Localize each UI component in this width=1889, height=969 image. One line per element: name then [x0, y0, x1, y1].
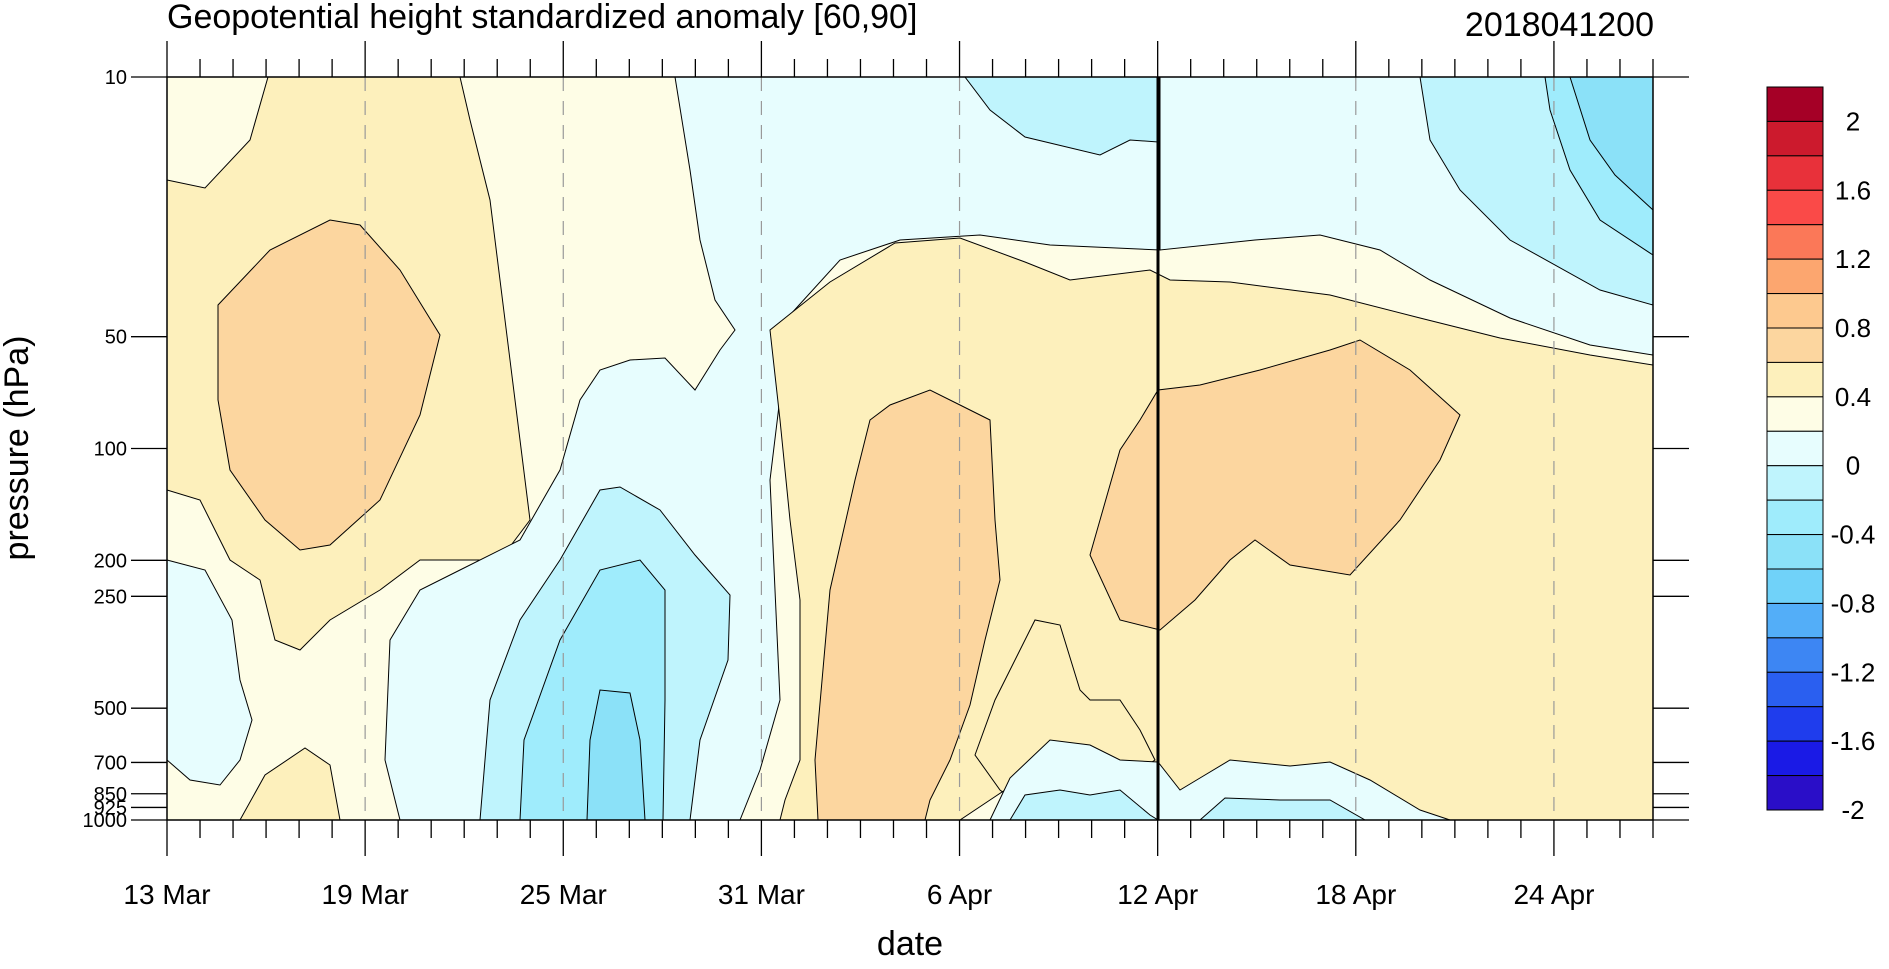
y-tick-label: 500: [94, 698, 127, 720]
x-tick-label: 6 Apr: [927, 879, 992, 910]
contour-region-orange-left: [217, 219, 441, 551]
plot-area: [166, 76, 1654, 821]
colorbar-cell: [1766, 602, 1824, 639]
colorbar-cell: [1766, 86, 1824, 122]
colorbar-cell: [1766, 430, 1824, 467]
x-tick-label: 13 Mar: [123, 879, 210, 910]
colorbar: 2 1.6 1.2 0.8 0.4 0 -0.4 -0.8 -1.2 -1.6 -2: [1766, 86, 1876, 825]
colorbar-cell: [1766, 224, 1824, 260]
y-tick-label: 1000: [83, 810, 128, 832]
contour-fills: [166, 76, 1654, 821]
x-tick-label: 31 Mar: [718, 879, 805, 910]
colorbar-cell: [1766, 775, 1824, 811]
y-tick-label: 200: [94, 550, 127, 572]
chart-subtitle-right: 2018041200: [1465, 6, 1654, 44]
colorbar-cell: [1766, 120, 1824, 157]
colorbar-cell: [1766, 740, 1824, 777]
x-tick-label: 25 Mar: [520, 879, 607, 910]
colorbar-label: 0.4: [1835, 382, 1871, 412]
colorbar-cell: [1766, 189, 1824, 226]
colorbar-cell: [1766, 534, 1824, 570]
colorbar-cell: [1766, 361, 1824, 398]
grid-lines: [364, 77, 1555, 820]
contour-region-orange-center: [814, 389, 1001, 821]
colorbar-label: 1.2: [1835, 244, 1871, 274]
colorbar-cell: [1766, 465, 1824, 501]
colorbar-cell: [1766, 637, 1824, 673]
chart-title: Geopotential height standardized anomaly…: [167, 0, 917, 36]
y-tick-label: 700: [94, 752, 127, 774]
y-tick-label: 250: [94, 586, 127, 608]
contour-region-cool-left: [166, 559, 253, 786]
colorbar-cell: [1766, 293, 1824, 329]
colorbar-cell: [1766, 396, 1824, 432]
contour-region-orange-right: [1089, 339, 1461, 631]
colorbar-label: -0.4: [1831, 520, 1876, 550]
colorbar-label: 1.6: [1835, 175, 1871, 205]
y-axis-label: pressure (hPa): [0, 336, 36, 561]
colorbar-cell: [1766, 155, 1824, 191]
colorbar-label: 0.8: [1835, 313, 1871, 343]
x-tick-label: 18 Apr: [1315, 879, 1396, 910]
colorbar-label: -0.8: [1831, 588, 1876, 618]
colorbar-cell: [1766, 568, 1824, 604]
y-tick-label: 100: [94, 439, 127, 461]
colorbar-cell: [1766, 258, 1824, 295]
y-tick-label: 10: [105, 67, 127, 89]
x-tick-label: 12 Apr: [1117, 879, 1198, 910]
colorbar-label: 2: [1846, 106, 1860, 136]
x-axis: 13 Mar 19 Mar 25 Mar 31 Mar 6 Apr 12 Apr 18 Ap…: [123, 41, 1654, 910]
colorbar-label: -2: [1841, 795, 1864, 825]
colorbar-label: -1.6: [1831, 726, 1876, 756]
colorbar-cell: [1766, 499, 1824, 536]
y-tick-label: 925: [94, 797, 127, 819]
y-tick-label: 50: [105, 327, 127, 349]
colorbar-label: 0: [1846, 451, 1860, 481]
colorbar-cell: [1766, 671, 1824, 708]
y-tick-label: 850: [94, 784, 127, 806]
x-axis-label: date: [877, 925, 943, 963]
x-tick-label: 19 Mar: [322, 879, 409, 910]
colorbar-cell: [1766, 706, 1824, 742]
x-tick-label: 24 Apr: [1513, 879, 1594, 910]
colorbar-label: -1.2: [1831, 657, 1876, 687]
colorbar-cell: [1766, 327, 1824, 363]
